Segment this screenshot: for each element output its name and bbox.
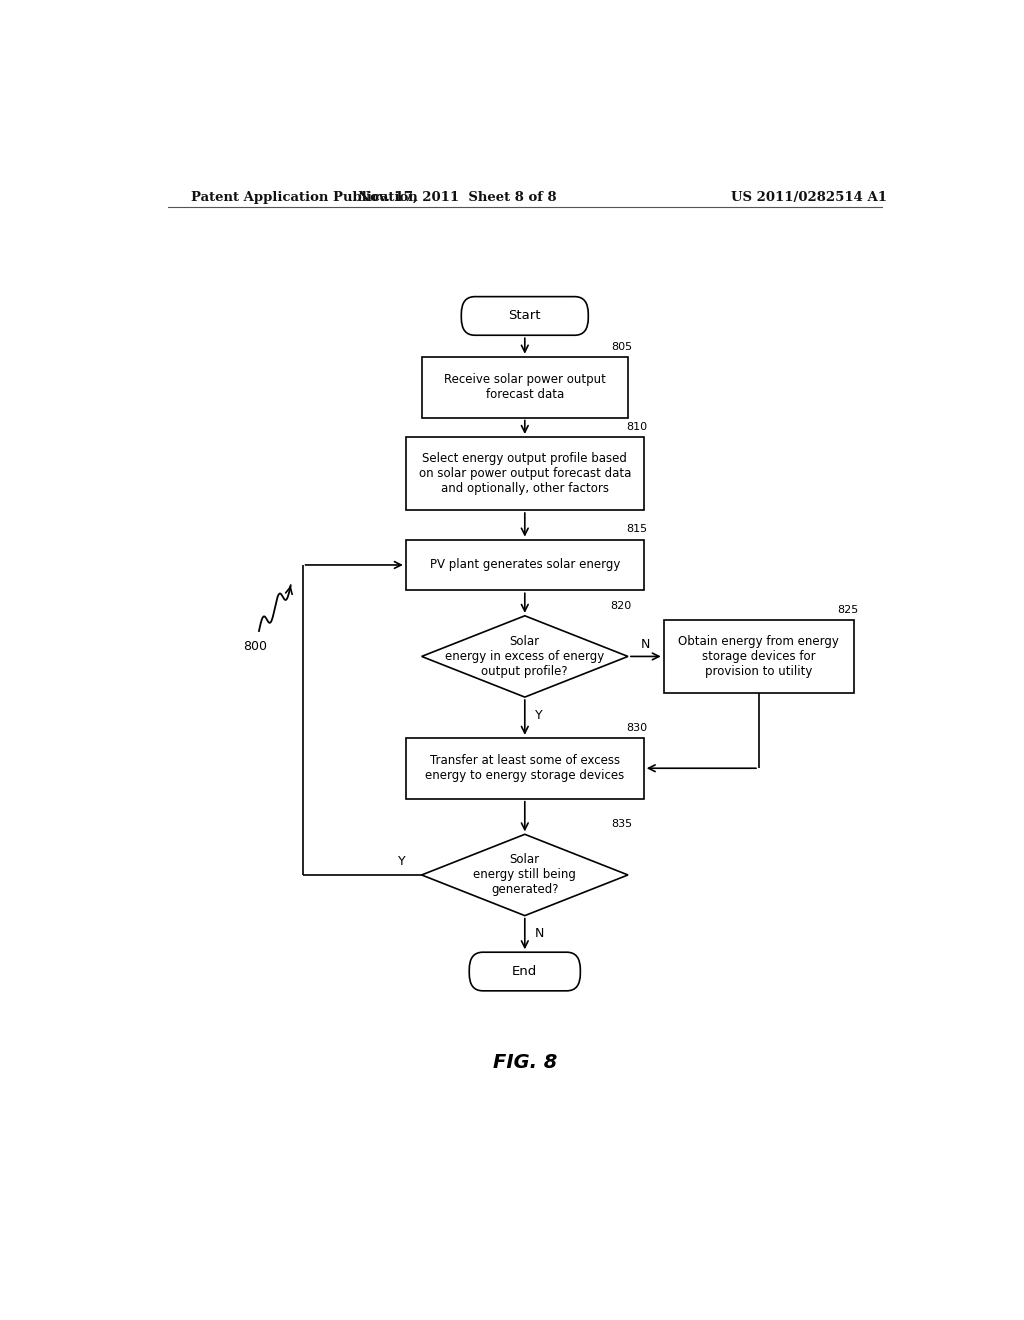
- FancyBboxPatch shape: [422, 356, 628, 417]
- Text: N: N: [641, 638, 650, 651]
- Text: PV plant generates solar energy: PV plant generates solar energy: [430, 558, 620, 572]
- Text: US 2011/0282514 A1: US 2011/0282514 A1: [731, 190, 887, 203]
- FancyBboxPatch shape: [664, 620, 854, 693]
- Text: 835: 835: [610, 820, 632, 829]
- Text: 815: 815: [627, 524, 648, 535]
- Text: 830: 830: [627, 722, 648, 733]
- FancyBboxPatch shape: [461, 297, 588, 335]
- Polygon shape: [422, 615, 628, 697]
- FancyBboxPatch shape: [406, 540, 644, 590]
- Text: Solar
energy in excess of energy
output profile?: Solar energy in excess of energy output …: [445, 635, 604, 678]
- Text: N: N: [535, 928, 544, 940]
- Text: Transfer at least some of excess
energy to energy storage devices: Transfer at least some of excess energy …: [425, 754, 625, 783]
- Text: Select energy output profile based
on solar power output forecast data
and optio: Select energy output profile based on so…: [419, 451, 631, 495]
- Text: 825: 825: [837, 605, 858, 615]
- Polygon shape: [422, 834, 628, 916]
- Text: Solar
energy still being
generated?: Solar energy still being generated?: [473, 854, 577, 896]
- Text: 800: 800: [243, 640, 267, 653]
- Text: Patent Application Publication: Patent Application Publication: [191, 190, 418, 203]
- Text: FIG. 8: FIG. 8: [493, 1053, 557, 1072]
- FancyBboxPatch shape: [406, 738, 644, 799]
- Text: Y: Y: [536, 709, 543, 722]
- Text: Nov. 17, 2011  Sheet 8 of 8: Nov. 17, 2011 Sheet 8 of 8: [358, 190, 557, 203]
- Text: End: End: [512, 965, 538, 978]
- FancyBboxPatch shape: [469, 952, 581, 991]
- Text: Obtain energy from energy
storage devices for
provision to utility: Obtain energy from energy storage device…: [679, 635, 840, 678]
- Text: 820: 820: [610, 601, 632, 611]
- FancyBboxPatch shape: [406, 437, 644, 510]
- Text: Y: Y: [398, 855, 406, 869]
- Text: Receive solar power output
forecast data: Receive solar power output forecast data: [443, 374, 606, 401]
- Text: Start: Start: [509, 309, 541, 322]
- Text: 810: 810: [627, 422, 648, 432]
- Text: 805: 805: [610, 342, 632, 351]
